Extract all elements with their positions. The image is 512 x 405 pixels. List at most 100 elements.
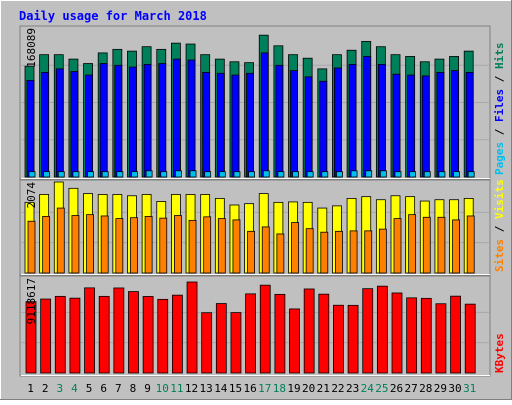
x-tick-label: 16 bbox=[243, 382, 256, 395]
sites-bar bbox=[173, 215, 182, 274]
kbytes-bar bbox=[69, 297, 81, 374]
files-bar bbox=[436, 72, 445, 178]
files-bar bbox=[392, 73, 401, 178]
files-bar bbox=[363, 56, 372, 178]
kbytes-bar bbox=[245, 293, 257, 374]
legend-pages: Pages bbox=[493, 142, 506, 175]
legend-hits-files-pages: Pages / Files / Hits bbox=[493, 43, 506, 176]
files-bar bbox=[465, 72, 474, 178]
kbytes-bar bbox=[259, 284, 271, 374]
legend-kbytes: KBytes bbox=[493, 333, 506, 373]
pages-bar bbox=[204, 171, 212, 178]
pages-bar bbox=[292, 171, 299, 178]
pages-bar bbox=[87, 171, 94, 178]
sites-bar bbox=[115, 218, 124, 274]
files-bar bbox=[216, 72, 225, 178]
x-tick-label: 5 bbox=[86, 382, 93, 395]
files-bar bbox=[231, 74, 240, 178]
x-tick-label: 10 bbox=[156, 382, 169, 395]
x-tick-label: 14 bbox=[214, 382, 228, 395]
pages-bar bbox=[379, 170, 387, 178]
x-tick-label: 3 bbox=[56, 382, 63, 395]
pages-bar bbox=[189, 170, 197, 178]
x-axis-labels: 1 2 3 4 5 6 7 8 9 10 11 12 13 14 15 16 17 18 19 20 21 22 23 24 2… bbox=[27, 382, 476, 395]
kbytes-bar bbox=[186, 281, 198, 374]
legend-visits: Visits bbox=[493, 179, 506, 219]
sites-bar bbox=[466, 215, 475, 274]
kbytes-bar bbox=[201, 312, 213, 374]
x-tick-label: 25 bbox=[375, 382, 388, 395]
sites-bar bbox=[247, 230, 256, 274]
sites-bar bbox=[232, 219, 241, 274]
x-tick-label: 31 bbox=[463, 382, 476, 395]
pages-bar bbox=[116, 171, 124, 178]
kbytes-bar bbox=[25, 301, 37, 374]
kbytes-bar bbox=[274, 293, 286, 374]
kbytes-bar bbox=[406, 297, 418, 374]
pages-bar bbox=[101, 171, 109, 178]
kbytes-bar bbox=[420, 297, 432, 374]
kbytes-bar bbox=[157, 298, 169, 374]
files-bar bbox=[114, 64, 123, 178]
pages-bar bbox=[43, 171, 51, 178]
sites-bar bbox=[335, 230, 343, 274]
kbytes-bar bbox=[142, 296, 154, 374]
x-tick-label: 1 bbox=[27, 382, 34, 395]
sites-bar bbox=[203, 216, 212, 274]
legend-files: Files bbox=[493, 89, 506, 122]
files-bar bbox=[99, 63, 108, 178]
files-bar bbox=[172, 58, 181, 178]
legend-separator: / bbox=[493, 69, 506, 89]
legend-sites: Sites bbox=[493, 239, 506, 272]
pages-bar bbox=[28, 171, 36, 178]
x-tick-label: 19 bbox=[287, 382, 300, 395]
pages-bar bbox=[277, 171, 285, 178]
files-bar bbox=[348, 64, 357, 178]
sites-bar bbox=[56, 207, 65, 274]
pages-bar bbox=[467, 171, 475, 178]
x-tick-label: 17 bbox=[258, 382, 271, 395]
kbytes-bar bbox=[318, 293, 330, 374]
x-tick-label: 22 bbox=[331, 382, 344, 395]
files-bar bbox=[421, 75, 430, 178]
sites-bar bbox=[393, 218, 402, 274]
files-bar bbox=[129, 66, 137, 178]
sites-bar bbox=[42, 215, 51, 274]
kbytes-bar bbox=[171, 294, 183, 374]
kbytes-bar bbox=[230, 312, 242, 374]
x-tick-label: 28 bbox=[419, 382, 432, 395]
legend-hits: Hits bbox=[493, 43, 506, 70]
chart-title: Daily usage for March 2018 bbox=[19, 9, 207, 23]
pages-bar bbox=[145, 170, 153, 178]
pages-bar bbox=[306, 171, 314, 178]
kbytes-bar bbox=[391, 292, 403, 374]
x-tick-label: 15 bbox=[229, 382, 242, 395]
files-bar bbox=[334, 67, 342, 178]
pages-bar bbox=[160, 171, 168, 178]
files-bar bbox=[187, 59, 196, 178]
kbytes-bar bbox=[303, 288, 315, 374]
pages-bar bbox=[248, 171, 256, 178]
sites-bar bbox=[437, 216, 446, 274]
x-tick-label: 24 bbox=[361, 382, 375, 395]
x-tick-label: 23 bbox=[346, 382, 359, 395]
x-tick-label: 20 bbox=[302, 382, 315, 395]
sites-bar bbox=[408, 214, 417, 274]
files-bar bbox=[304, 76, 313, 178]
sites-bar bbox=[130, 217, 138, 274]
pages-bar bbox=[350, 170, 358, 178]
x-tick-label: 11 bbox=[170, 382, 183, 395]
pages-bar bbox=[233, 171, 241, 178]
pages-bar bbox=[262, 170, 270, 178]
pages-bar bbox=[72, 171, 80, 178]
sites-bar bbox=[27, 220, 36, 274]
chart-bars bbox=[24, 34, 476, 374]
x-tick-label: 26 bbox=[390, 382, 403, 395]
kbytes-bar bbox=[40, 298, 52, 374]
x-tick-label: 6 bbox=[100, 382, 107, 395]
files-bar bbox=[377, 64, 386, 178]
kbytes-bar bbox=[435, 303, 447, 374]
pages-bar bbox=[336, 171, 343, 178]
pages-bar bbox=[218, 171, 226, 178]
